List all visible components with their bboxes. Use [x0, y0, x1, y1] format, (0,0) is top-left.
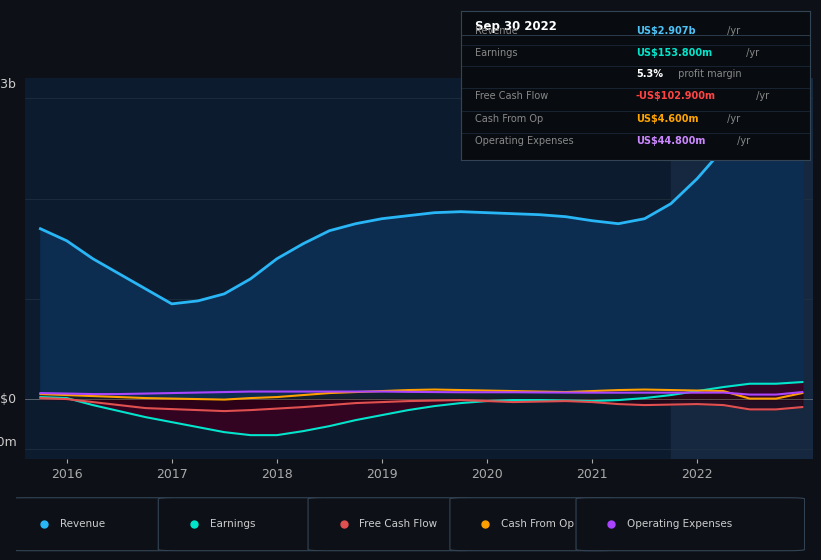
Text: /yr: /yr: [743, 48, 759, 58]
Text: Earnings: Earnings: [475, 48, 518, 58]
Text: Free Cash Flow: Free Cash Flow: [360, 519, 438, 529]
Text: Revenue: Revenue: [60, 519, 105, 529]
FancyBboxPatch shape: [308, 498, 474, 550]
FancyBboxPatch shape: [450, 498, 616, 550]
Text: /yr: /yr: [734, 136, 750, 146]
FancyBboxPatch shape: [8, 498, 174, 550]
Text: US$4.600m: US$4.600m: [636, 114, 699, 124]
Text: /yr: /yr: [724, 114, 740, 124]
Text: US$2.907b: US$2.907b: [636, 26, 695, 36]
Text: Earnings: Earnings: [209, 519, 255, 529]
Text: Operating Expenses: Operating Expenses: [475, 136, 574, 146]
Text: US$44.800m: US$44.800m: [636, 136, 705, 146]
Text: Operating Expenses: Operating Expenses: [627, 519, 732, 529]
FancyBboxPatch shape: [158, 498, 323, 550]
Text: Revenue: Revenue: [475, 26, 518, 36]
Text: -US$102.900m: -US$102.900m: [636, 91, 716, 101]
Text: /yr: /yr: [724, 26, 740, 36]
Text: Free Cash Flow: Free Cash Flow: [475, 91, 548, 101]
Text: US$0: US$0: [0, 393, 16, 405]
Text: profit margin: profit margin: [675, 69, 741, 79]
Text: /yr: /yr: [753, 91, 769, 101]
Text: Sep 30 2022: Sep 30 2022: [475, 20, 557, 33]
Text: US$153.800m: US$153.800m: [636, 48, 712, 58]
Text: Cash From Op: Cash From Op: [475, 114, 544, 124]
Text: 5.3%: 5.3%: [636, 69, 663, 79]
Text: -US$500m: -US$500m: [0, 436, 16, 449]
Text: US$3b: US$3b: [0, 78, 16, 91]
Bar: [671, 78, 813, 459]
Text: Cash From Op: Cash From Op: [501, 519, 574, 529]
FancyBboxPatch shape: [576, 498, 805, 550]
